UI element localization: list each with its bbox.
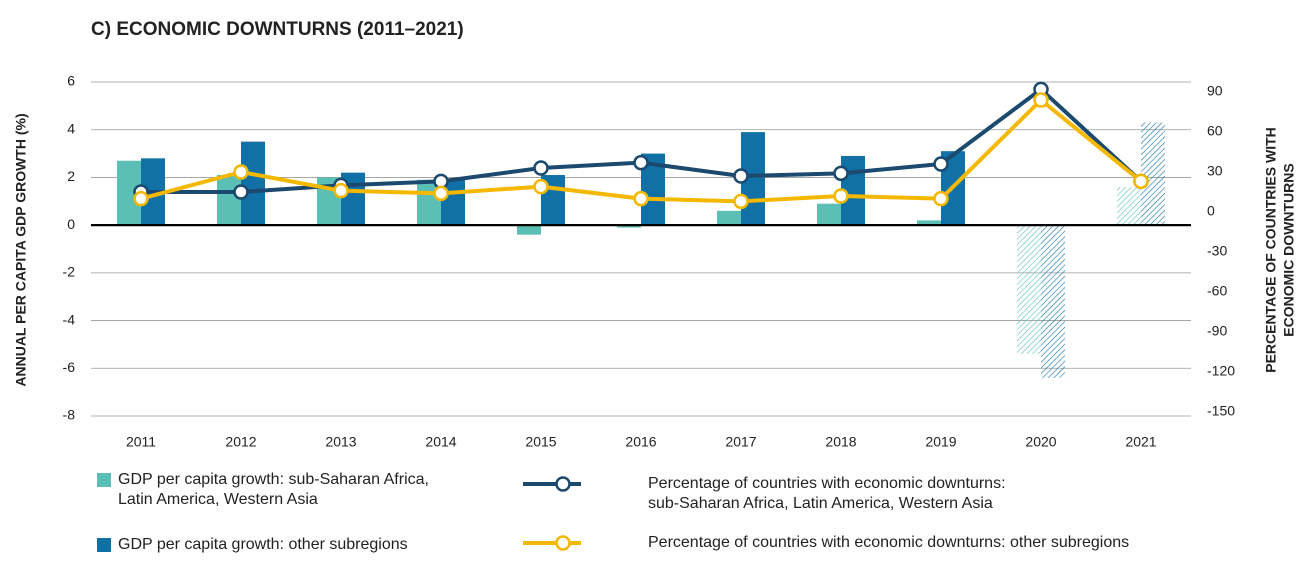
y2-tick-label: -150 [1207, 403, 1235, 419]
bar [1041, 225, 1065, 378]
marker [833, 188, 849, 204]
marker [933, 190, 949, 207]
bar [717, 210, 741, 226]
y-tick-label: 2 [67, 168, 75, 184]
marker [333, 182, 349, 199]
marker [1133, 173, 1149, 190]
x-tick-label: 2011 [126, 434, 156, 450]
marker [1033, 92, 1049, 108]
chart-title: C) ECONOMIC DOWNTURNS (2011–2021) [91, 19, 464, 40]
bar [1017, 225, 1041, 354]
marker [733, 168, 749, 184]
marker [433, 185, 449, 202]
y-tick-label: 6 [67, 73, 75, 89]
bar [917, 220, 941, 226]
marker [633, 190, 649, 207]
y2-tick-label: 30 [1207, 163, 1223, 179]
marker [533, 160, 549, 176]
marker [533, 178, 549, 195]
legend-swatch [97, 473, 111, 487]
x-tick-label: 2016 [625, 434, 656, 450]
bar [241, 141, 265, 226]
legend-marker [555, 476, 571, 492]
x-tick-label: 2017 [725, 434, 756, 450]
marker [233, 184, 249, 200]
legend-swatch [97, 538, 111, 552]
legend-label: Percentage of countries with economic do… [648, 475, 1006, 512]
x-tick-label: 2020 [1025, 434, 1056, 450]
x-tick-label: 2018 [825, 434, 856, 450]
y-tick-label: -4 [63, 311, 76, 327]
bar [517, 225, 541, 235]
x-tick-label: 2021 [1125, 434, 1156, 450]
y-tick-label: -6 [63, 359, 76, 375]
marker [233, 164, 249, 180]
x-tick-label: 2013 [325, 434, 356, 450]
y2-tick-label: 60 [1207, 123, 1223, 139]
y-tick-label: 4 [67, 120, 75, 136]
bar [617, 225, 641, 228]
legend-label: Percentage of countries with economic do… [648, 534, 1130, 551]
y2-axis-label: ECONOMIC DOWNTURNS [1281, 163, 1297, 336]
y2-tick-label: -60 [1207, 283, 1227, 299]
bar [217, 175, 241, 226]
y-tick-label: -8 [63, 407, 76, 423]
y2-tick-label: 0 [1207, 203, 1215, 219]
x-tick-label: 2015 [525, 434, 556, 450]
legend-marker [555, 535, 571, 551]
x-tick-label: 2019 [925, 434, 956, 450]
legend-label: GDP per capita growth: sub-Saharan Afric… [118, 471, 429, 508]
y2-tick-label: -30 [1207, 243, 1227, 259]
x-tick-label: 2014 [425, 434, 456, 450]
marker [833, 165, 849, 182]
marker [933, 156, 949, 172]
y-tick-label: -2 [63, 264, 76, 280]
x-tick-label: 2012 [225, 434, 256, 450]
bar [1141, 122, 1165, 226]
y2-tick-label: -120 [1207, 363, 1235, 379]
y2-tick-label: 90 [1207, 83, 1223, 99]
legend-label: GDP per capita growth: other subregions [118, 536, 408, 553]
y-tick-label: 0 [67, 216, 75, 232]
y2-axis-label: PERCENTAGE OF COUNTRIES WITH [1263, 127, 1279, 373]
bar [1117, 186, 1141, 226]
marker [633, 154, 649, 171]
marker [133, 190, 149, 207]
bar [817, 203, 841, 226]
y2-tick-label: -90 [1207, 323, 1227, 339]
marker [733, 193, 749, 210]
y-axis-label: ANNUAL PER CAPITA GDP GROWTH (%) [13, 113, 29, 386]
